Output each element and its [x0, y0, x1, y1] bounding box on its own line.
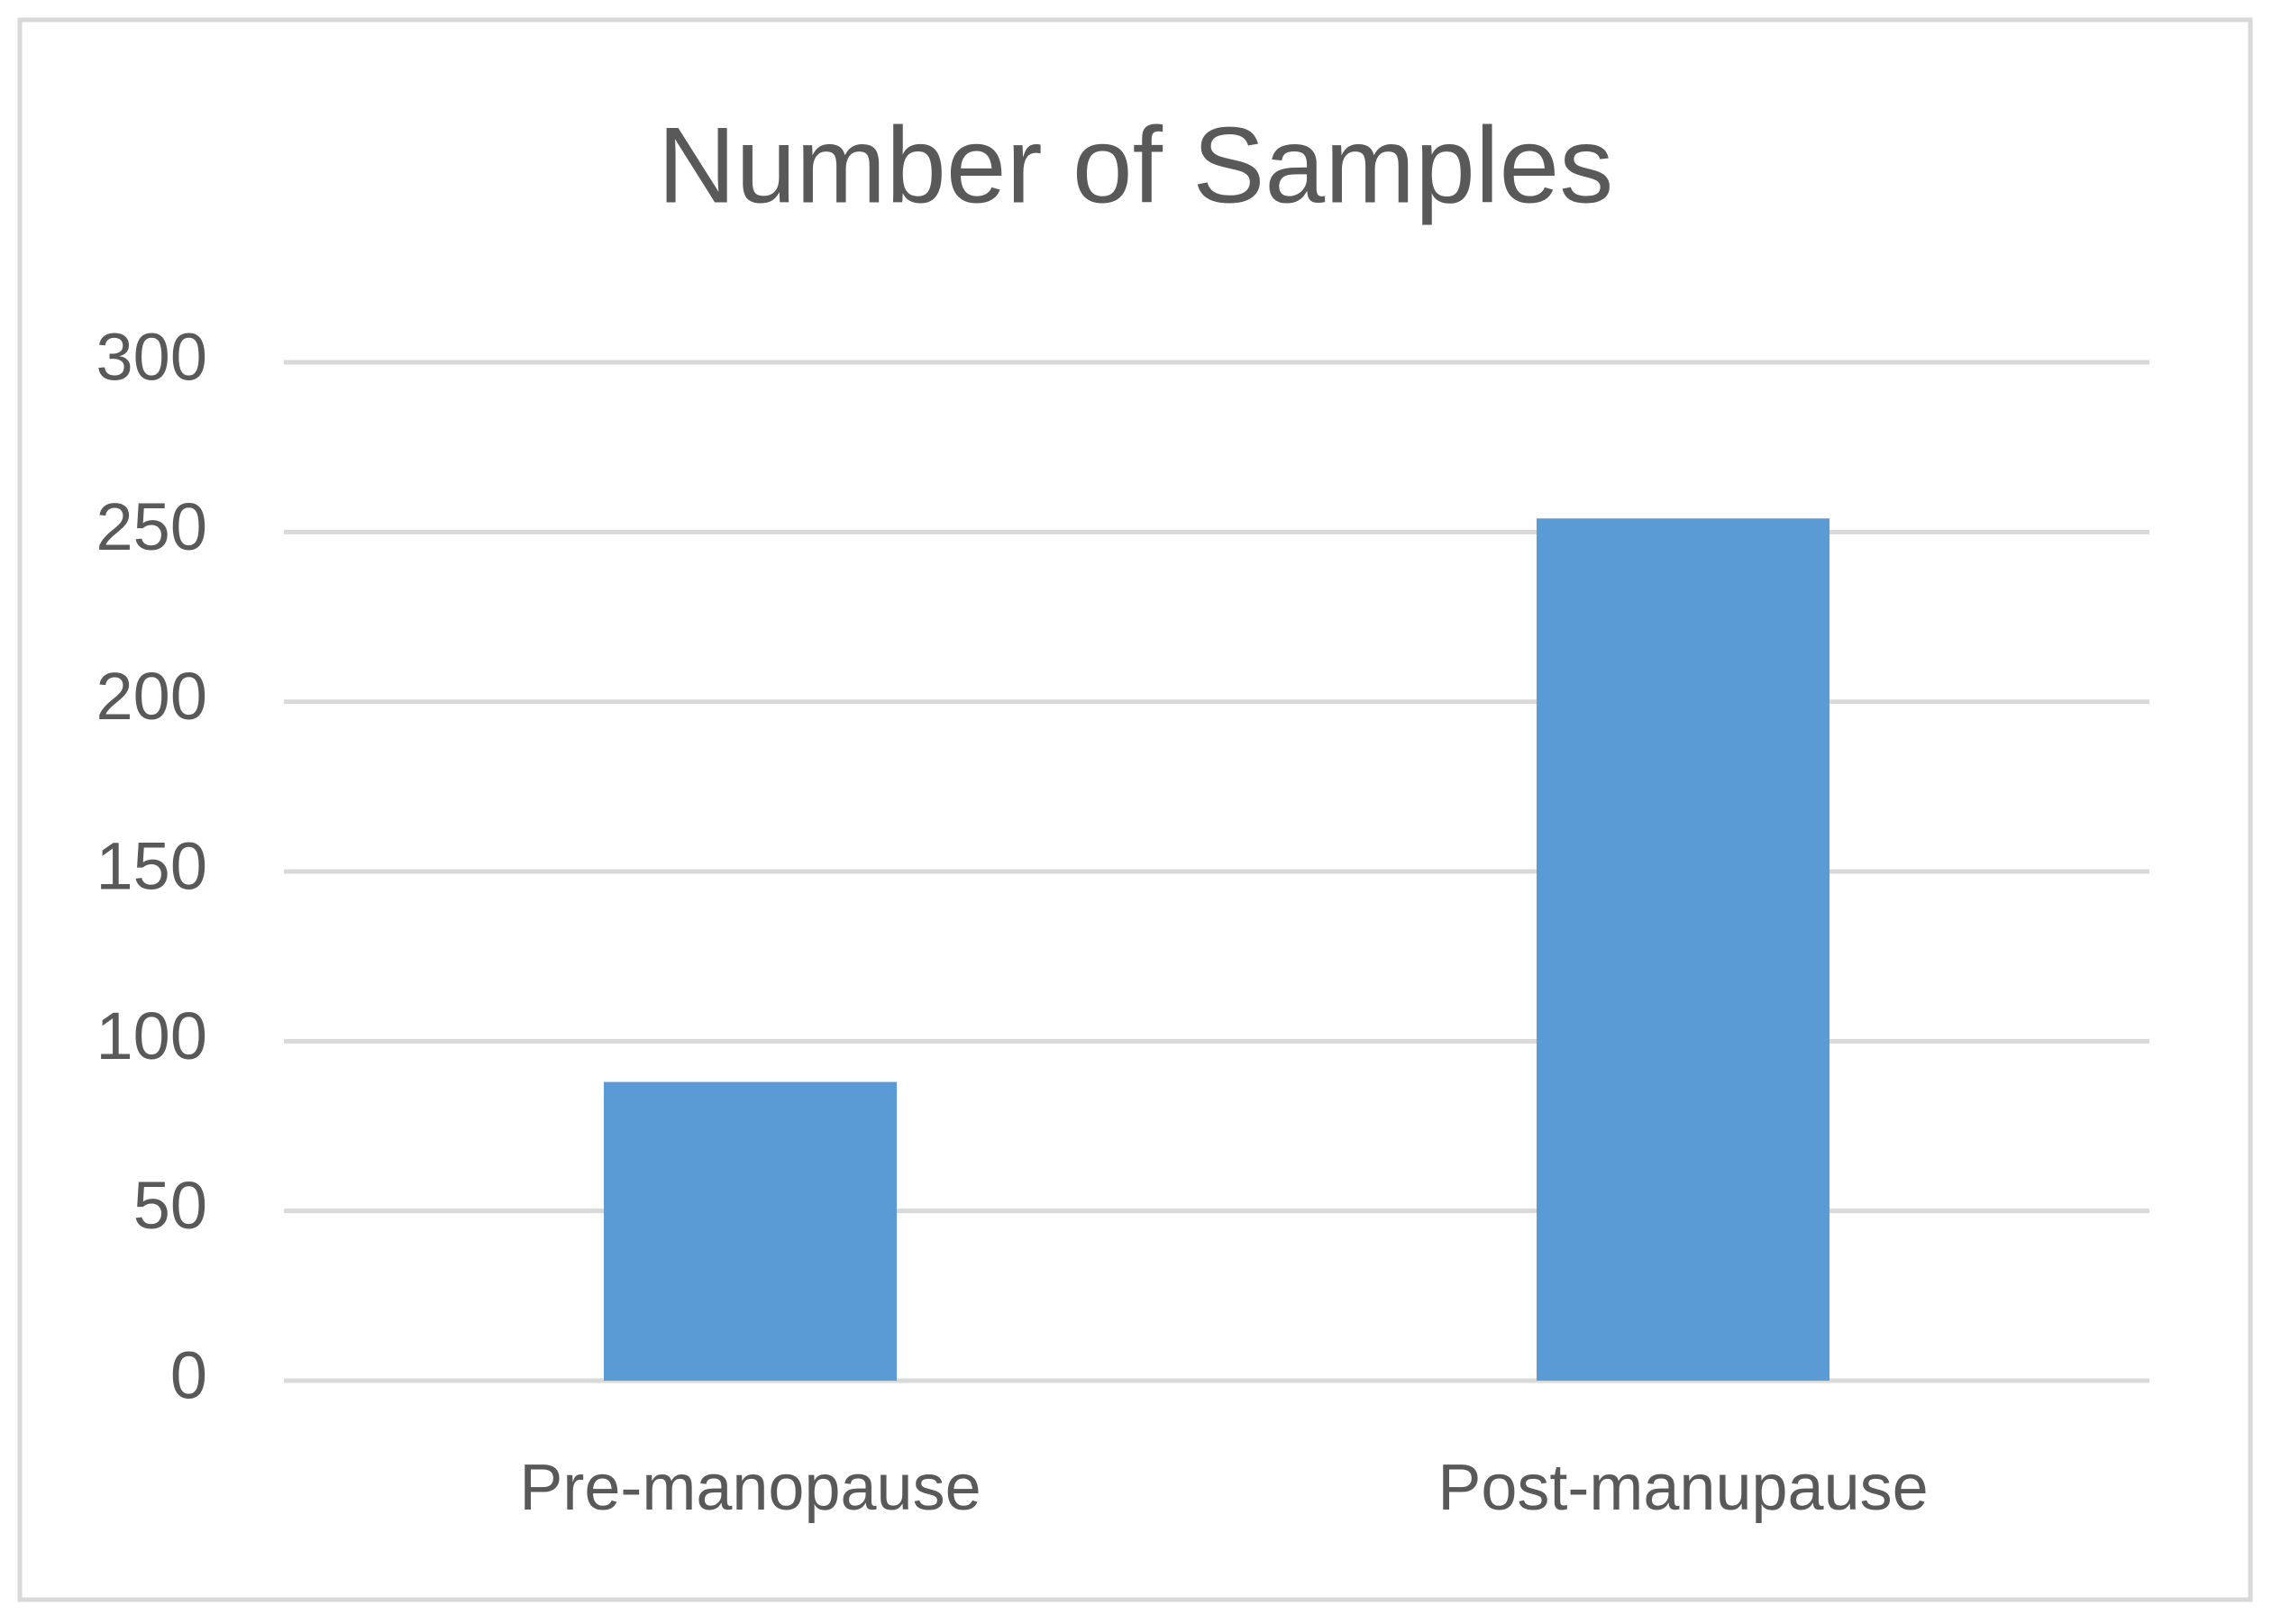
- chart-title: Number of Samples: [658, 105, 1613, 226]
- y-tick-label: 200: [96, 659, 207, 734]
- y-tick-label: 50: [133, 1168, 207, 1243]
- y-tick-label: 100: [96, 999, 207, 1073]
- bar: [1537, 518, 1829, 1381]
- chart-border: [17, 17, 2253, 1602]
- y-tick-label: 250: [96, 489, 207, 564]
- y-tick-label: 0: [170, 1338, 207, 1413]
- x-tick-label: Pre-manopause: [519, 1452, 981, 1524]
- x-tick-label: Post-manupause: [1437, 1452, 1928, 1524]
- y-tick-label: 300: [96, 320, 207, 395]
- bar: [604, 1081, 897, 1381]
- y-tick-label: 150: [96, 829, 207, 904]
